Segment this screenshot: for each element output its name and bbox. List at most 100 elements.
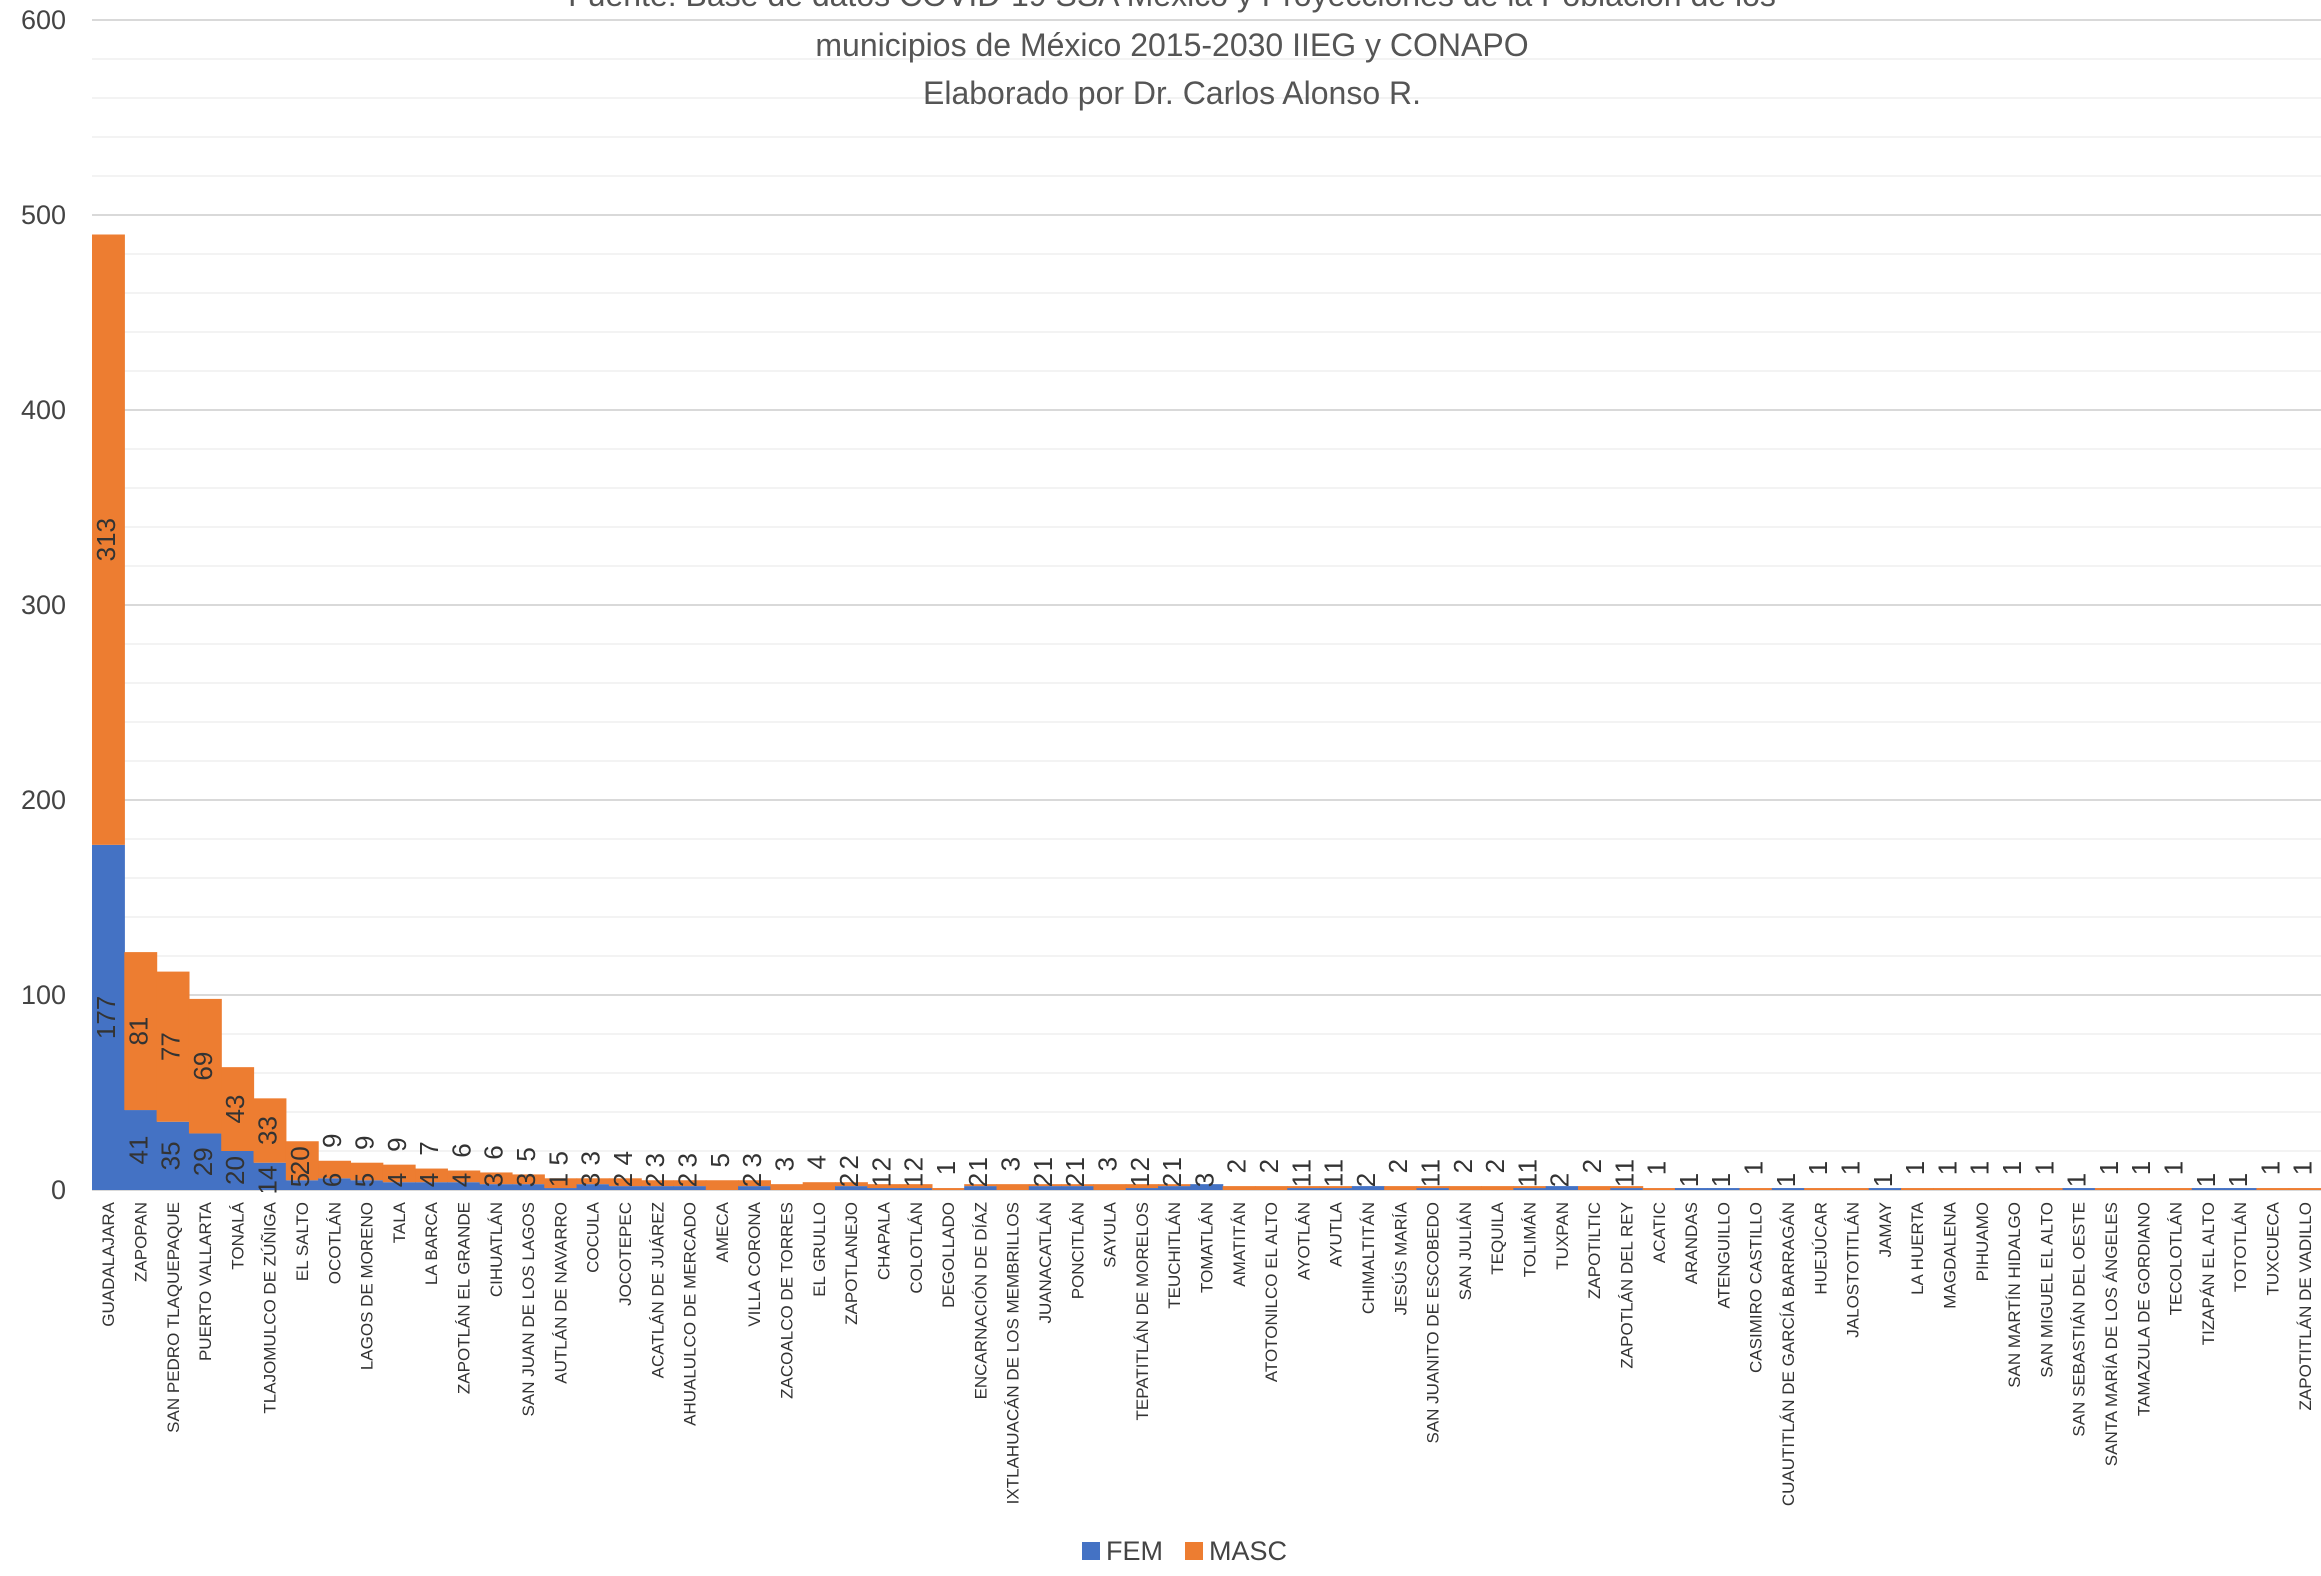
data-label-masc: 6	[446, 1143, 476, 1157]
bar-masc	[1093, 1184, 1127, 1190]
data-label-masc: 9	[382, 1137, 412, 1151]
bar-masc	[1319, 1186, 1353, 1189]
x-tick-label: TLAJOMULCO DE ZÚÑIGA	[261, 1201, 280, 1413]
x-tick-label: TAMAZULA DE GORDIANO	[2134, 1202, 2153, 1416]
bar-masc	[156, 971, 190, 1122]
bar-fem	[1028, 1186, 1062, 1190]
chart-title: Fuente: Base de datos COVID-19 SSA Méxic…	[568, 0, 1776, 111]
bar-fem	[641, 1186, 675, 1190]
bar-masc	[802, 1182, 836, 1190]
bar-fem	[2191, 1188, 2225, 1190]
bar-masc	[2159, 1188, 2193, 1190]
data-label-masc: 3	[640, 1153, 670, 1167]
y-tick-label: 500	[21, 200, 66, 230]
legend: FEM MASC	[1082, 1536, 1287, 1566]
bar-fem	[1545, 1186, 1579, 1190]
bar-masc	[1254, 1186, 1288, 1190]
bar-masc	[1287, 1186, 1321, 1189]
bar-fem	[867, 1188, 901, 1190]
bar-fem	[221, 1151, 255, 1190]
x-tick-label: CASIMIRO CASTILLO	[1747, 1202, 1766, 1373]
data-label-masc: 1	[1932, 1161, 1962, 1175]
data-label-fem: 2	[608, 1173, 638, 1187]
bar-fem	[285, 1180, 319, 1190]
data-label-fem: 4	[382, 1173, 412, 1187]
data-labels: 1773134181357729692043143352069594947463…	[91, 518, 2318, 1194]
bar-masc	[2288, 1188, 2321, 1190]
data-label-masc: 5	[511, 1147, 541, 1161]
data-label-masc: 69	[188, 1052, 218, 1081]
data-label-fem: 29	[188, 1147, 218, 1176]
bar-masc	[996, 1184, 1030, 1190]
bar-fem	[899, 1188, 933, 1190]
data-label-masc: 2	[1448, 1159, 1478, 1173]
bar-fem	[447, 1182, 481, 1190]
bar-masc	[608, 1178, 642, 1187]
legend-swatch-masc	[1185, 1542, 1203, 1560]
x-tick-label: SAYULA	[1101, 1201, 1120, 1267]
x-tick-label: JUANACATLÁN	[1036, 1202, 1055, 1324]
x-tick-label: SAN JUANITO DE ESCOBEDO	[1424, 1202, 1443, 1444]
data-label-masc: 1	[1997, 1161, 2027, 1175]
bar-masc	[770, 1184, 804, 1190]
x-tick-label: SAN JUAN DE LOS LAGOS	[519, 1202, 538, 1416]
bar-masc	[1901, 1188, 1934, 1190]
data-label-masc: 3	[1092, 1157, 1122, 1171]
bar-fem	[1125, 1188, 1159, 1190]
data-label-fem: 2	[1157, 1173, 1187, 1187]
bar-fem	[382, 1182, 416, 1190]
x-tick-label: ENCARNACIÓN DE DÍAZ	[971, 1202, 990, 1399]
data-label-masc: 4	[608, 1151, 638, 1165]
bar-fem	[188, 1133, 222, 1190]
bar-masc	[1158, 1184, 1191, 1187]
x-tick-label: HUEJÚCAR	[1811, 1202, 1830, 1295]
y-tick-label: 300	[21, 590, 66, 620]
x-tick-label: CHIMALTITÁN	[1359, 1202, 1378, 1314]
data-label-masc: 77	[156, 1032, 186, 1061]
x-tick-label: TONALÁ	[228, 1201, 247, 1269]
x-tick-label: LAGOS DE MORENO	[358, 1202, 377, 1370]
data-label-fem: 4	[446, 1173, 476, 1187]
bar-masc	[1610, 1186, 1644, 1189]
bar-masc	[1965, 1188, 1999, 1190]
data-label-masc: 1	[1835, 1161, 1865, 1175]
data-label-masc: 1	[1965, 1161, 1995, 1175]
data-label-masc: 2	[1254, 1159, 1284, 1173]
x-tick-label: EL GRULLO	[810, 1202, 829, 1297]
data-label-masc: 1	[1803, 1161, 1833, 1175]
data-label-masc: 1	[931, 1161, 961, 1175]
bar-fem	[1158, 1186, 1191, 1190]
bar-masc	[221, 1067, 255, 1151]
data-label-masc: 1	[2094, 1161, 2124, 1175]
x-tick-label: ATENGUILLO	[1714, 1202, 1733, 1308]
x-tick-label: ZAPOTLÁN EL GRANDE	[455, 1202, 474, 1394]
x-tick-label: ZAPOTILTIC	[1585, 1202, 1604, 1299]
bar-masc	[511, 1174, 545, 1185]
x-tick-label: JALOSTOTITLÁN	[1844, 1202, 1863, 1338]
bar-masc	[2127, 1188, 2161, 1190]
bar-fem	[673, 1186, 707, 1190]
y-tick-label: 400	[21, 395, 66, 425]
x-tick-label: PUERTO VALLARTA	[196, 1201, 215, 1361]
bar-masc	[1125, 1184, 1159, 1189]
x-tick-label: LA HUERTA	[1908, 1201, 1927, 1295]
bars	[92, 234, 2321, 1190]
data-label-fem: 1	[1319, 1173, 1349, 1187]
bar-masc	[1578, 1186, 1611, 1190]
x-tick-label: ZAPOPAN	[131, 1202, 150, 1282]
x-tick-label: ACATIC	[1650, 1202, 1669, 1263]
data-label-fem: 2	[1028, 1173, 1058, 1187]
x-tick-label: TOTOTLÁN	[2231, 1202, 2250, 1292]
data-label-fem: 1	[543, 1173, 573, 1187]
data-label-masc: 1	[1512, 1159, 1542, 1173]
data-label-masc: 1	[1900, 1161, 1930, 1175]
data-label-fem: 20	[220, 1156, 250, 1185]
data-label-fem: 4	[414, 1173, 444, 1187]
x-tick-label: TEUCHITLÁN	[1165, 1202, 1184, 1309]
data-label-masc: 1	[1286, 1159, 1316, 1173]
y-tick-label: 200	[21, 785, 66, 815]
x-tick-label: TIZAPÁN EL ALTO	[2199, 1202, 2218, 1345]
bar-masc	[285, 1141, 319, 1181]
data-label-masc: 3	[673, 1153, 703, 1167]
bar-masc	[1836, 1188, 1870, 1190]
